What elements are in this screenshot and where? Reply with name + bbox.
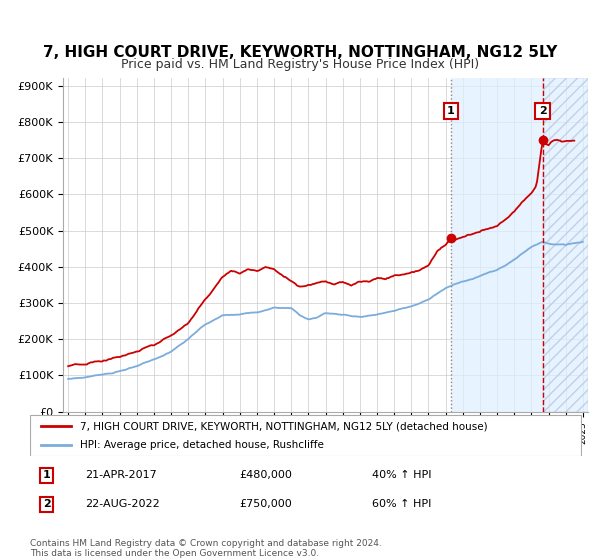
Text: 1: 1: [43, 470, 50, 480]
Text: 40% ↑ HPI: 40% ↑ HPI: [372, 470, 432, 480]
Text: 60% ↑ HPI: 60% ↑ HPI: [372, 500, 431, 509]
Text: 22-AUG-2022: 22-AUG-2022: [85, 500, 160, 509]
Text: 7, HIGH COURT DRIVE, KEYWORTH, NOTTINGHAM, NG12 5LY (detached house): 7, HIGH COURT DRIVE, KEYWORTH, NOTTINGHA…: [80, 421, 487, 431]
Text: 2: 2: [43, 500, 50, 509]
Text: HPI: Average price, detached house, Rushcliffe: HPI: Average price, detached house, Rush…: [80, 440, 323, 450]
Text: Contains HM Land Registry data © Crown copyright and database right 2024.
This d: Contains HM Land Registry data © Crown c…: [30, 539, 382, 558]
Bar: [542, 78, 588, 412]
Text: £750,000: £750,000: [240, 500, 293, 509]
Text: 1: 1: [447, 106, 455, 116]
Text: 2: 2: [539, 106, 547, 116]
Text: 7, HIGH COURT DRIVE, KEYWORTH, NOTTINGHAM, NG12 5LY: 7, HIGH COURT DRIVE, KEYWORTH, NOTTINGHA…: [43, 45, 557, 60]
Text: Price paid vs. HM Land Registry's House Price Index (HPI): Price paid vs. HM Land Registry's House …: [121, 58, 479, 71]
Bar: [451, 78, 542, 412]
Bar: [542, 78, 588, 412]
Text: £480,000: £480,000: [240, 470, 293, 480]
Text: 21-APR-2017: 21-APR-2017: [85, 470, 157, 480]
FancyBboxPatch shape: [30, 416, 581, 456]
